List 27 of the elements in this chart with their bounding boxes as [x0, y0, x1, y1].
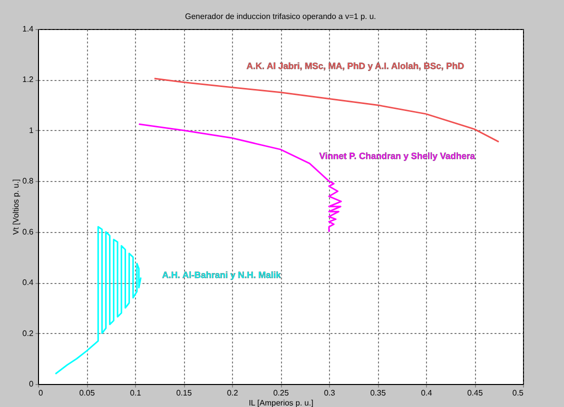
y-axis-title: Vt [Voltios p. u.]: [11, 179, 20, 235]
y-tick-label: 0: [29, 380, 34, 388]
x-tick-label: 0.2: [226, 388, 239, 398]
y-tick-label: 0.4: [22, 278, 34, 288]
x-tick-label: 0.15: [176, 388, 192, 398]
x-tick-label: 0.45: [467, 388, 484, 398]
y-tick-label: 1.2: [22, 75, 34, 84]
y-tick-label: 1.4: [22, 24, 34, 34]
series-label: A.K. Al Jabri, MSc, MA, PhD y A.I. Alolah, BSc, PhD: [246, 60, 465, 71]
x-tick-label: 0.25: [273, 388, 290, 398]
y-tick-label: 0.8: [22, 176, 34, 186]
series-label: Vinnet P. Chandran y Shelly Vadhera: [319, 150, 476, 161]
x-tick-label: 0.3: [324, 388, 336, 398]
y-tick-label: 1: [29, 126, 34, 135]
x-tick-label: 0.35: [370, 388, 386, 398]
x-tick-label: 0.1: [130, 388, 142, 398]
x-tick-label: 0: [38, 388, 44, 398]
x-tick-label: 0.4: [420, 388, 433, 398]
x-tick-label: 0.5: [512, 388, 524, 398]
y-tick-label: 0.6: [22, 227, 34, 236]
y-tick-label: 0.2: [22, 328, 34, 338]
line-series: [154, 78, 500, 143]
line-series: [54, 226, 142, 375]
text: A.H. Al-Bahrani y N.H. Malik: [162, 270, 282, 280]
chart-title: Generador de induccion trifasico operando a v=1 p. u.: [184, 12, 376, 21]
x-tick-label: 0.05: [79, 388, 96, 398]
x-axis-title: IL [Amperios p. u.]: [248, 398, 314, 407]
